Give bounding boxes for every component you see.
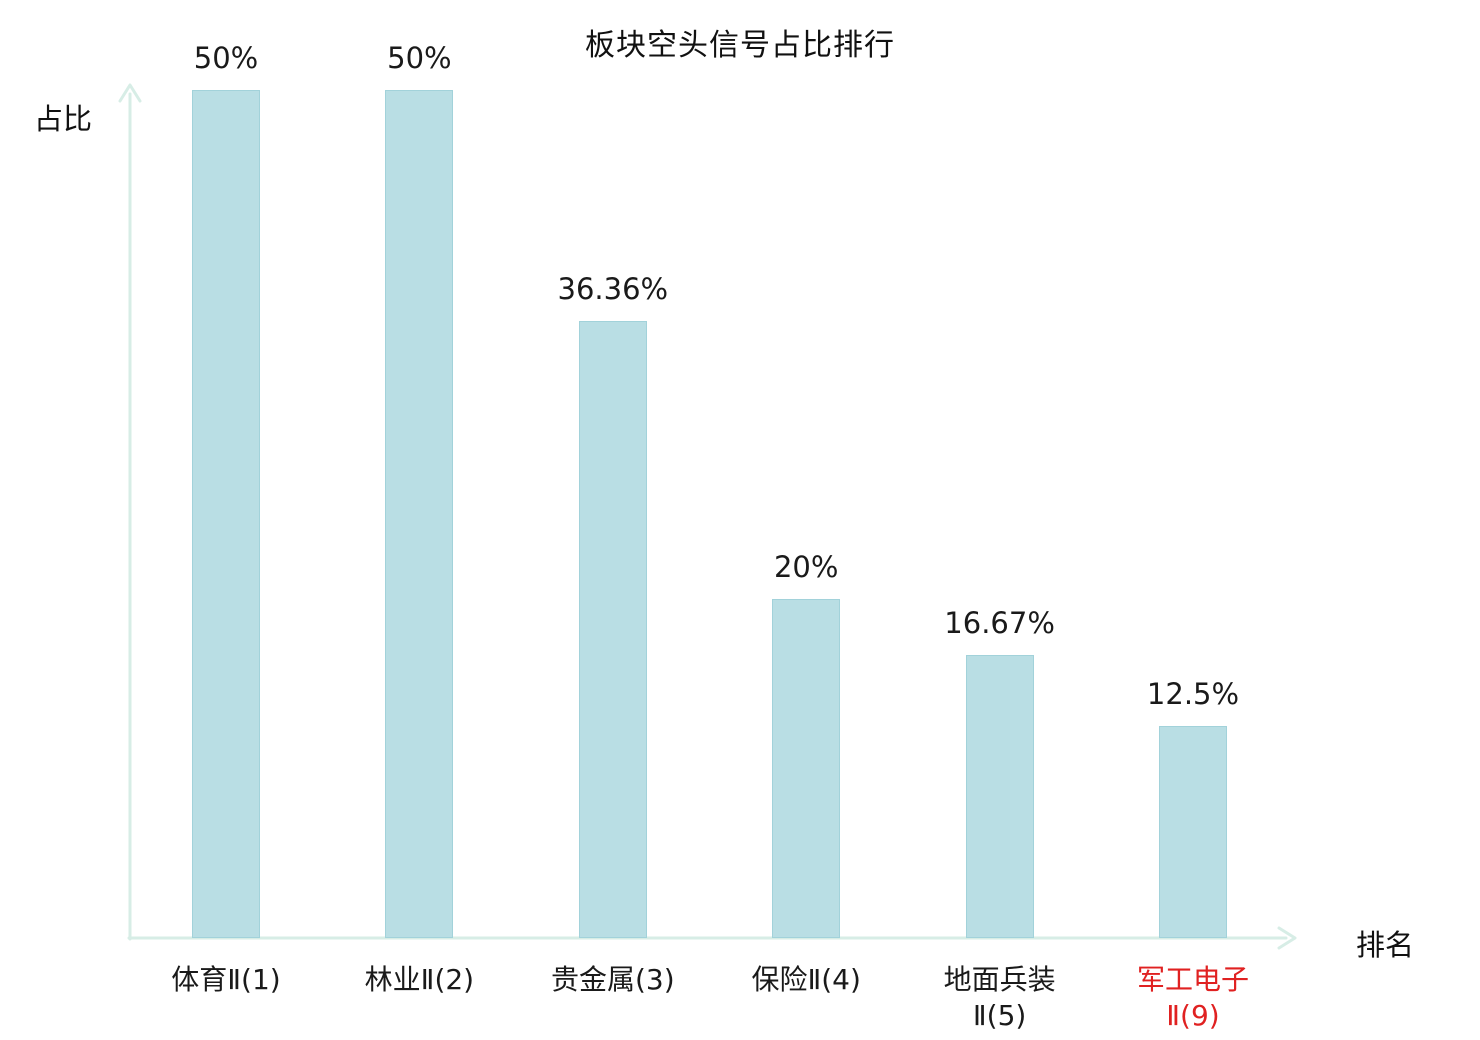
y-axis-label: 占比 [34,102,93,136]
bar [385,90,454,938]
bar-value-label: 16.67% [944,606,1055,641]
bar [965,655,1034,938]
bar-value-label: 12.5% [1146,677,1240,711]
bar [192,90,260,938]
bar-value-label: 50% [193,41,259,75]
bar-category-label-line: 军工电子 [1136,963,1249,996]
bar-category-label-line: 贵金属(3) [550,963,675,996]
bar [1159,726,1227,938]
bar-category-label: 地面兵装 Ⅱ(5) [880,962,1120,1034]
bar-category-label: 贵金属(3) [493,962,733,998]
bar-category-label-line: 林业Ⅱ(2) [364,963,475,996]
bar [578,321,647,938]
bar-value-label: 20% [773,549,839,584]
bar-category-label-line: Ⅱ(9) [1166,998,1220,1032]
bar-category-label-line: 体育Ⅱ(1) [171,963,281,996]
bar-value-label: 36.36% [557,272,669,307]
bar [772,598,841,938]
bar-category-label: 军工电子 Ⅱ(9) [1073,962,1313,1034]
bar-category-label-line: 保险Ⅱ(4) [751,963,861,996]
y-axis-arrow [118,83,142,103]
x-axis-arrow [1277,926,1297,950]
bar-category-label: 林业Ⅱ(2) [299,962,539,998]
bar-category-label-line: Ⅱ(5) [972,998,1027,1032]
chart-title: 板块空头信号占比排行 [585,28,895,63]
x-axis-label: 排名 [1356,928,1415,962]
bar-category-label: 保险Ⅱ(4) [686,962,926,998]
bar-value-label: 50% [387,41,452,75]
bar-category-label: 体育Ⅱ(1) [106,962,346,998]
bar-category-label-line: 地面兵装 [943,963,1056,996]
